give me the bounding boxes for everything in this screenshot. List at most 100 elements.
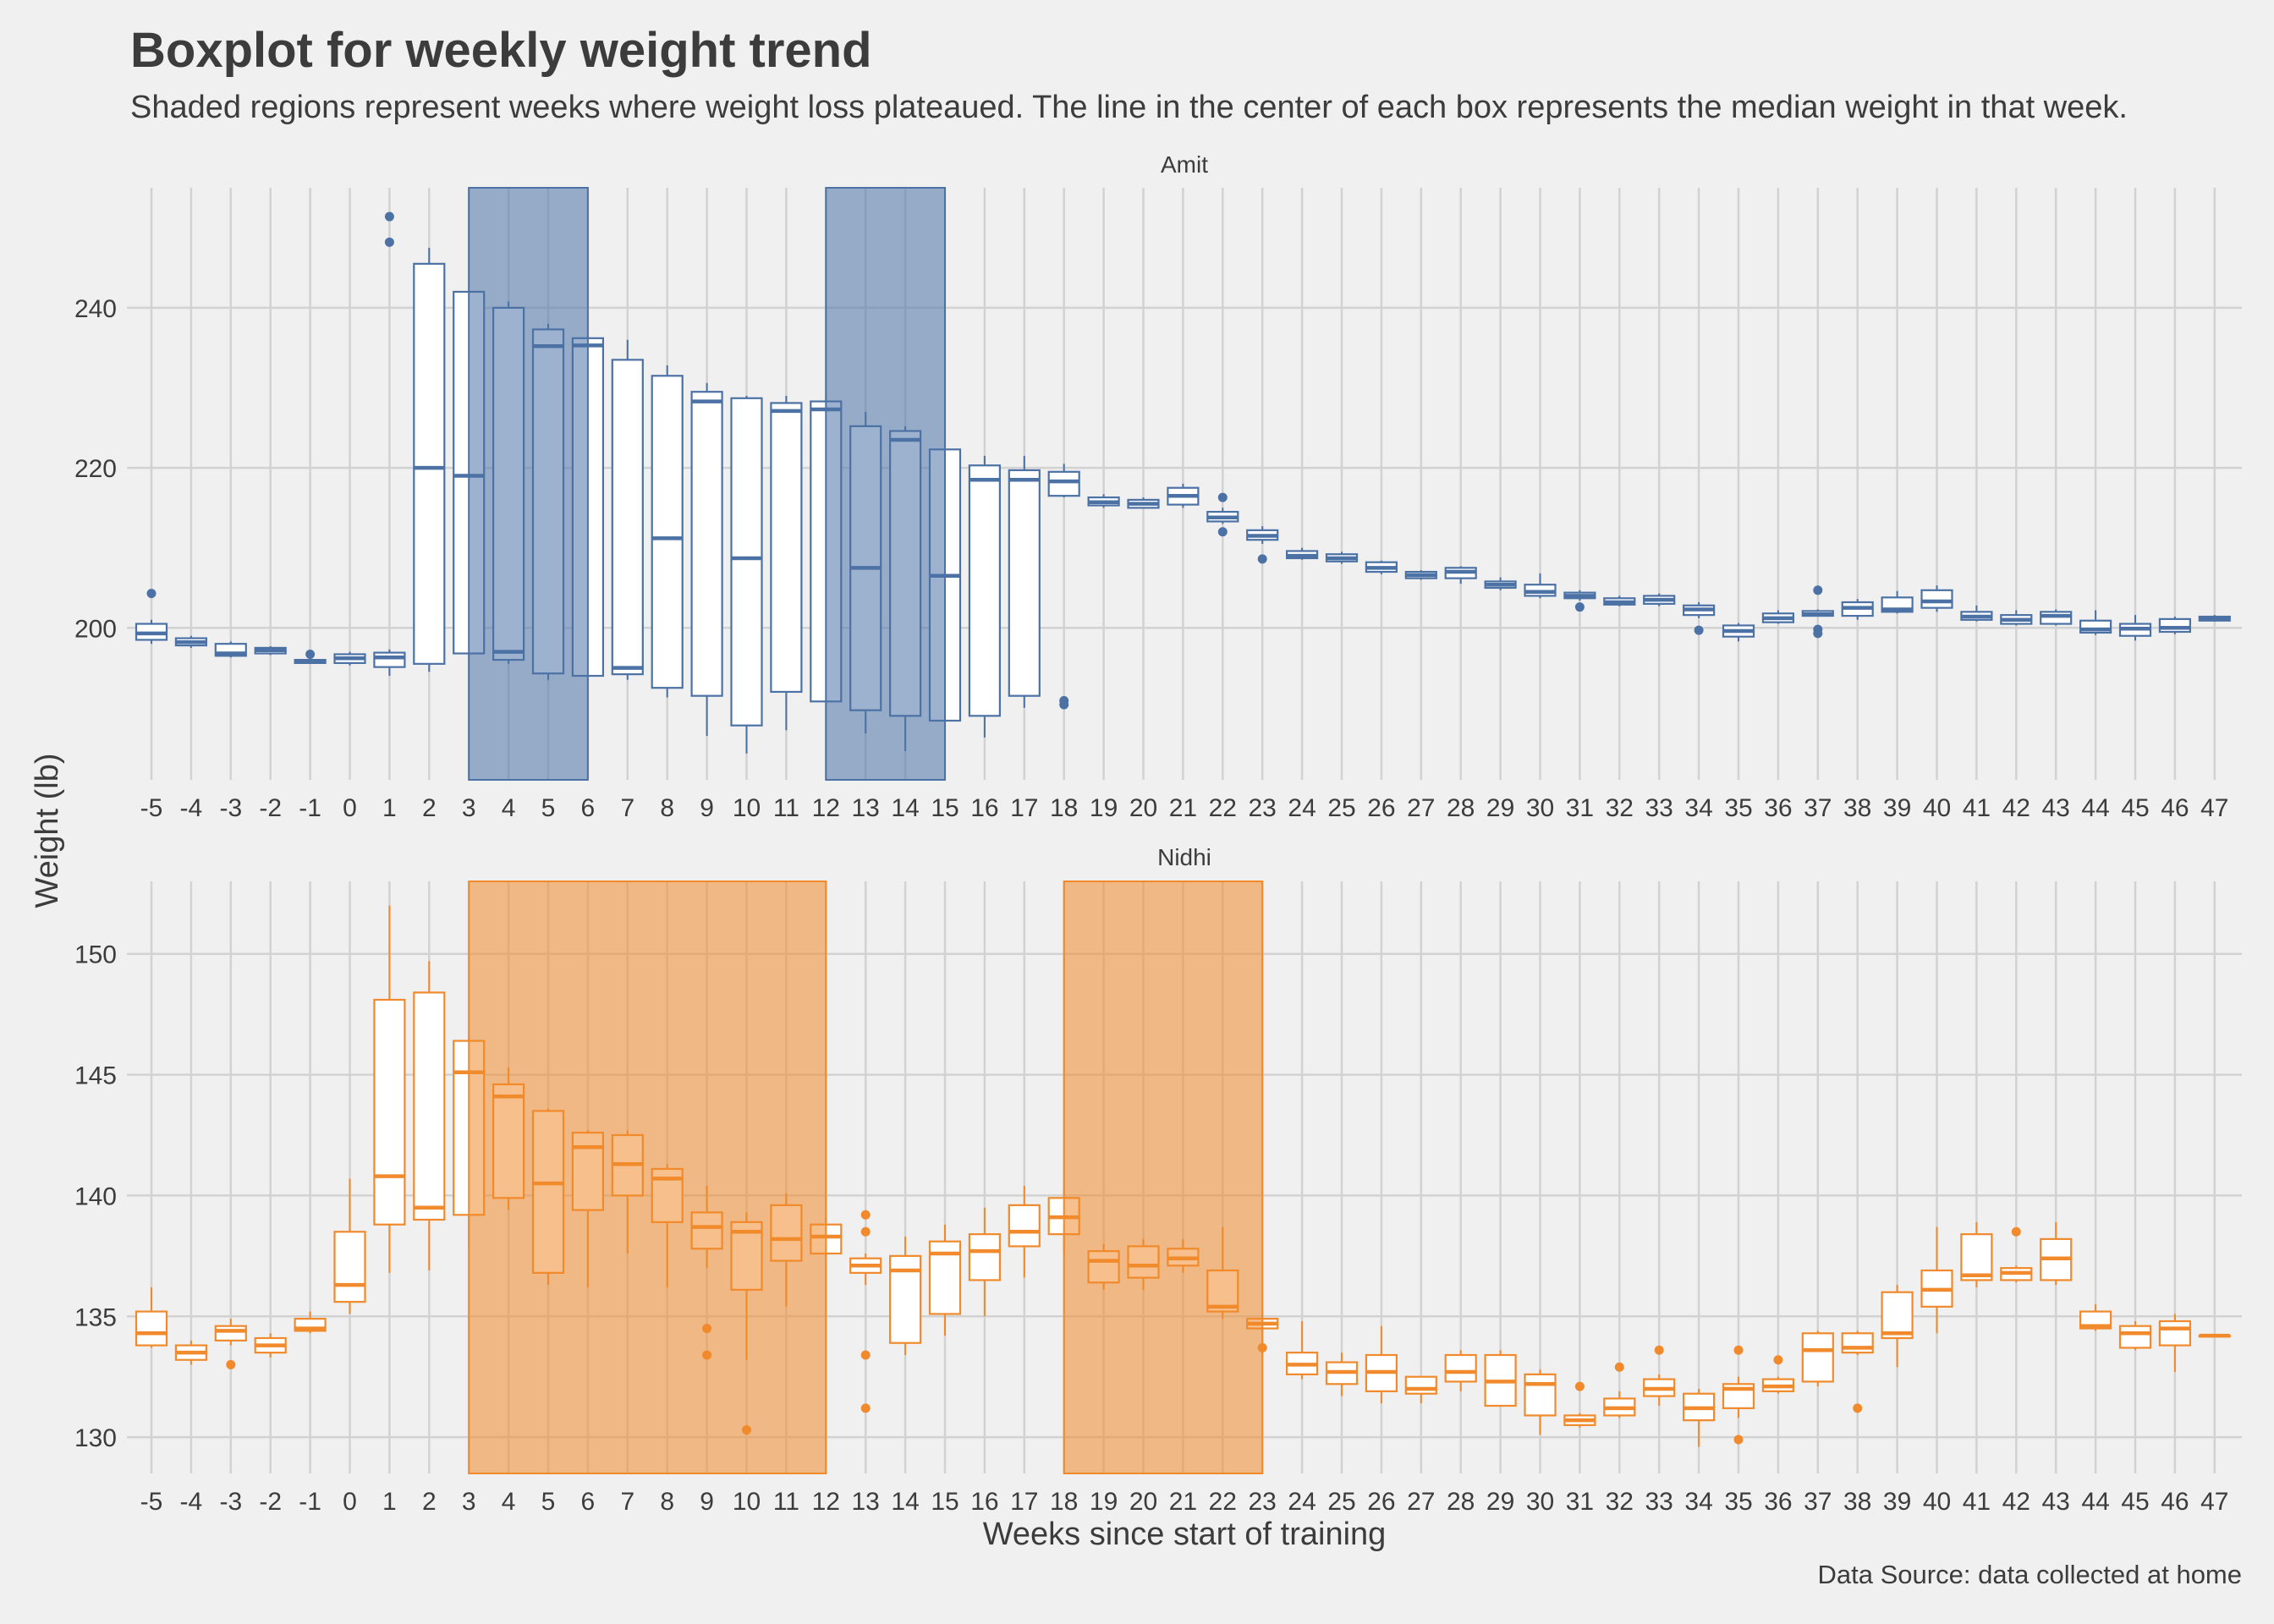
facet-label-amit: Amit [1161, 151, 1208, 178]
y-tick-label: 135 [74, 1303, 117, 1331]
data-source-caption: Data Source: data collected at home [1817, 1560, 2242, 1589]
plateau-region [825, 187, 946, 781]
x-tick-label: 26 [1367, 1488, 1395, 1516]
x-tick-label: 10 [733, 1488, 761, 1516]
x-tick-label: -2 [259, 794, 282, 822]
x-tick-label: 19 [1090, 794, 1118, 822]
box-week-10 [730, 397, 763, 727]
x-tick-label: 2 [422, 1488, 437, 1516]
x-tick-label: 1 [382, 794, 397, 822]
x-tick-label: 20 [1129, 1488, 1157, 1516]
box-week--5 [135, 1310, 168, 1347]
y-tick-label: 145 [74, 1062, 117, 1090]
x-tick-label: 27 [1407, 794, 1435, 822]
y-tick-label: 240 [74, 295, 117, 323]
x-tick-label: 14 [891, 1488, 919, 1516]
x-tick-label: 38 [1843, 794, 1871, 822]
x-tick-label: 37 [1804, 1488, 1832, 1516]
box-week-46 [2158, 1320, 2191, 1347]
x-tick-label: 6 [581, 794, 596, 822]
x-tick-label: 5 [541, 794, 556, 822]
box-week-28 [1444, 1353, 1477, 1383]
x-tick-label: 12 [812, 1488, 840, 1516]
x-tick-label: 33 [1645, 794, 1673, 822]
outlier-point [860, 1210, 871, 1220]
x-tick-label: 28 [1447, 794, 1475, 822]
x-tick-label: -3 [219, 794, 242, 822]
x-tick-label: -1 [299, 794, 321, 822]
x-tick-label: 31 [1566, 1488, 1594, 1516]
x-tick-label: 26 [1367, 794, 1395, 822]
outlier-point [1773, 1355, 1783, 1365]
x-tick-label: 13 [852, 1488, 880, 1516]
plateau-region [468, 881, 827, 1474]
y-tick-label: 140 [74, 1182, 117, 1210]
x-tick-label: 36 [1764, 794, 1792, 822]
x-tick-label: 3 [462, 794, 476, 822]
x-tick-label: 12 [812, 794, 840, 822]
outlier-point [1217, 492, 1228, 502]
x-tick-label: 39 [1883, 1488, 1911, 1516]
x-tick-label: 46 [2161, 794, 2189, 822]
outlier-point [860, 1350, 871, 1360]
x-tick-label: 11 [773, 1488, 799, 1516]
x-tick-label: 31 [1566, 794, 1594, 822]
x-tick-label: -5 [140, 1488, 163, 1516]
outlier-point [1694, 625, 1704, 635]
x-tick-label: 44 [2081, 1488, 2109, 1516]
outlier-point [1217, 527, 1228, 537]
x-tick-label: 41 [1963, 1488, 1991, 1516]
x-tick-label: 25 [1327, 794, 1355, 822]
x-tick-label: 7 [620, 1488, 634, 1516]
x-tick-label: 21 [1169, 794, 1197, 822]
box-week-17 [1008, 1204, 1041, 1248]
x-tick-label: 43 [2042, 1488, 2070, 1516]
x-tick-label: 34 [1684, 794, 1712, 822]
box-week-2 [413, 262, 446, 665]
x-tick-label: 40 [1923, 794, 1951, 822]
x-tick-label: 42 [2002, 1488, 2030, 1516]
x-tick-label: 18 [1050, 794, 1078, 822]
box-week-1 [373, 998, 406, 1226]
x-tick-label: 38 [1843, 1488, 1871, 1516]
x-axis-title: Weeks since start of training [983, 1517, 1387, 1552]
x-tick-label: -3 [219, 1488, 242, 1516]
x-tick-label: 29 [1486, 1488, 1514, 1516]
x-tick-label: -4 [180, 794, 203, 822]
x-tick-label: 16 [970, 1488, 998, 1516]
box-week-40 [1920, 589, 1953, 609]
box-week-18 [1047, 470, 1080, 497]
x-tick-label: 47 [2200, 1488, 2228, 1516]
x-tick-label: 11 [773, 794, 799, 822]
x-tick-label: 0 [343, 1488, 357, 1516]
box-week-45 [2118, 1325, 2152, 1349]
box-week-2 [413, 991, 446, 1221]
x-tick-label: 40 [1923, 1488, 1951, 1516]
x-tick-label: 14 [891, 794, 919, 822]
outlier-point [1813, 624, 1823, 634]
box-week-46 [2158, 617, 2191, 634]
x-tick-label: 9 [700, 1488, 714, 1516]
x-tick-label: 30 [1526, 794, 1554, 822]
x-tick-label: 45 [2121, 1488, 2149, 1516]
x-tick-label: 24 [1288, 1488, 1316, 1516]
plateau-region [1063, 881, 1264, 1474]
outlier-point [226, 1359, 236, 1369]
chart-subtitle: Shaded regions represent weeks where wei… [130, 90, 2128, 125]
x-tick-label: 4 [502, 1488, 516, 1516]
chart-title: Boxplot for weekly weight trend [130, 23, 872, 78]
outlier-point [1733, 1435, 1744, 1445]
outlier-point [1257, 554, 1267, 564]
y-axis-title: Weight (lb) [30, 753, 65, 908]
box-week-39 [1881, 1291, 1914, 1340]
x-tick-label: -5 [140, 794, 163, 822]
outlier-point [860, 1403, 871, 1413]
x-tick-label: 41 [1963, 794, 1991, 822]
x-tick-label: 3 [462, 1488, 476, 1516]
x-tick-label: 28 [1447, 1488, 1475, 1516]
x-tick-label: 39 [1883, 794, 1911, 822]
x-tick-label: 47 [2200, 794, 2228, 822]
outlier-point [1853, 1403, 1863, 1413]
x-tick-label: 20 [1129, 794, 1157, 822]
